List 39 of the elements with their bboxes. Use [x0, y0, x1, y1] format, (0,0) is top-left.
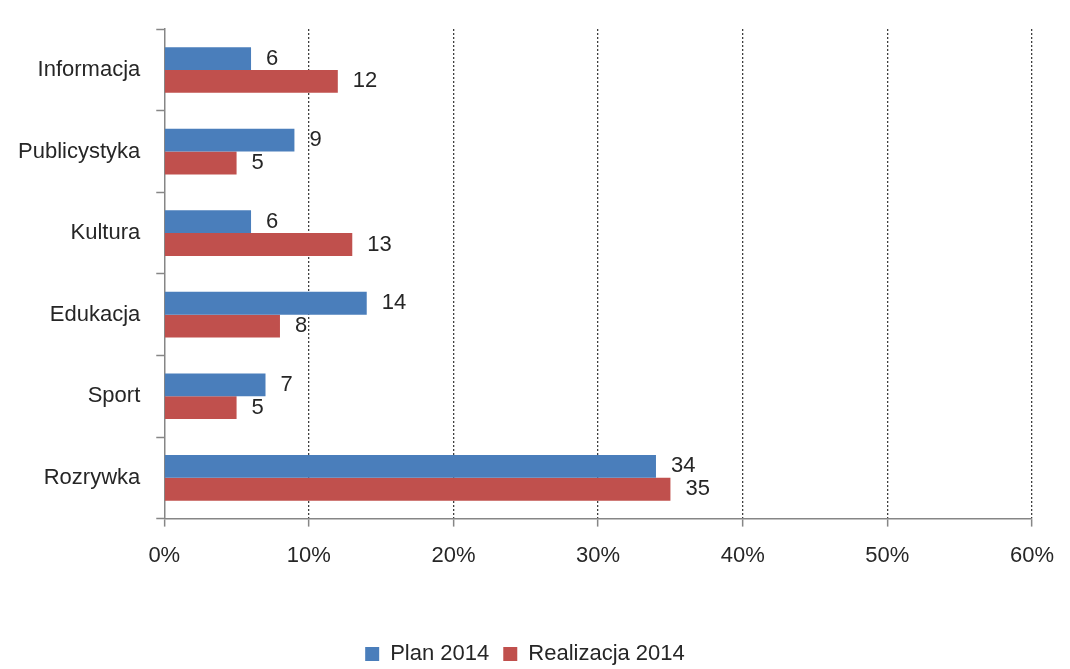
bar	[164, 314, 280, 338]
x-tick-label: 40%	[720, 541, 765, 567]
bar	[164, 291, 367, 315]
bar	[164, 396, 237, 420]
bar	[164, 151, 237, 175]
data-label: 5	[251, 393, 264, 419]
y-tick-label: Informacja	[37, 56, 142, 82]
bar	[164, 477, 671, 501]
data-label: 12	[352, 67, 378, 93]
bar	[164, 128, 295, 152]
data-label: 14	[381, 289, 407, 315]
y-tick-label: Publicystyka	[17, 137, 142, 163]
data-label: 13	[367, 230, 392, 256]
bar	[164, 210, 252, 234]
y-tick-label: Sport	[87, 382, 141, 408]
data-label: 34	[670, 452, 696, 478]
bar	[164, 373, 266, 397]
bar	[164, 47, 252, 70]
x-tick-label: 30%	[576, 541, 621, 567]
x-tick-label: 0%	[148, 541, 181, 567]
bar	[164, 69, 338, 93]
data-label: 8	[294, 312, 308, 338]
data-label: 7	[280, 370, 293, 396]
data-label: 6	[266, 207, 279, 233]
bar	[164, 454, 656, 478]
y-tick-label: Rozrywka	[43, 463, 142, 489]
legend-label: Plan 2014	[390, 640, 490, 666]
data-label: 9	[309, 126, 322, 152]
legend-label: Realizacja 2014	[528, 640, 685, 666]
y-tick-label: Kultura	[70, 219, 142, 245]
data-label: 5	[251, 149, 264, 175]
x-tick-label: 20%	[431, 541, 476, 567]
data-label: 6	[266, 44, 279, 70]
x-tick-label: 60%	[1009, 541, 1055, 567]
bar	[164, 233, 353, 256]
x-tick-label: 10%	[286, 541, 331, 567]
x-tick-label: 50%	[865, 541, 910, 567]
y-tick-label: Edukacja	[49, 300, 142, 326]
data-label: 35	[685, 475, 710, 501]
